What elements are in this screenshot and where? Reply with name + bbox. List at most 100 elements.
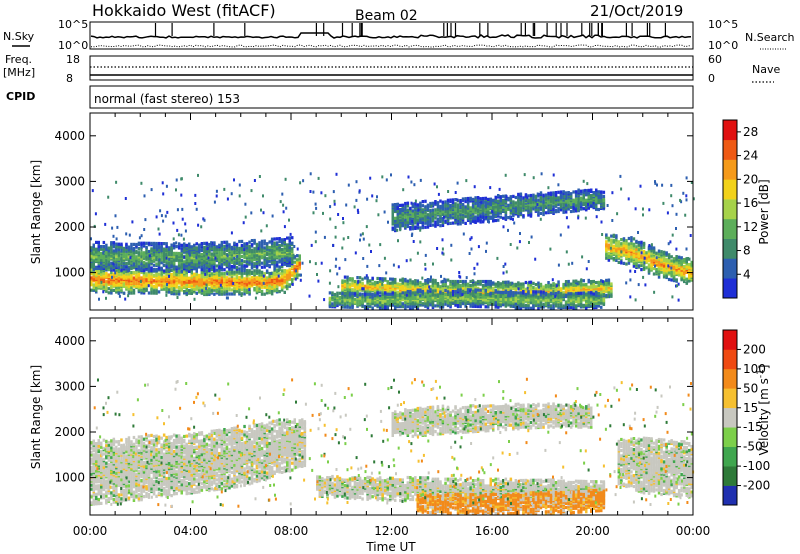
data-cell: [107, 260, 111, 264]
data-cell: [353, 297, 357, 301]
data-cell: [431, 296, 435, 300]
data-cell: [180, 277, 183, 281]
data-cell: [368, 292, 372, 296]
data-cell: [152, 241, 156, 245]
data-cell: [489, 197, 492, 201]
data-cell: [193, 258, 196, 262]
data-cell: [572, 293, 575, 297]
data-cell: [559, 294, 563, 298]
data-cell: [396, 205, 399, 209]
data-cell: [476, 300, 480, 304]
data-cell: [394, 219, 397, 223]
data-cell: [270, 282, 274, 286]
data-cell: [177, 289, 181, 293]
data-cell: [537, 290, 540, 294]
data-cell: [431, 278, 435, 282]
data-cell: [225, 276, 229, 280]
data-cell: [391, 203, 394, 207]
data-cell: [125, 242, 128, 246]
data-cell: [273, 255, 276, 259]
data-cell: [459, 291, 462, 295]
data-cell: [130, 266, 133, 270]
data-cell: [605, 282, 608, 287]
data-cell: [162, 258, 166, 262]
data-cell: [117, 250, 121, 254]
data-cell: [250, 270, 254, 274]
data-cell: [532, 292, 535, 297]
data-cell: [557, 283, 560, 287]
data-cell: [464, 279, 467, 284]
data-cell: [431, 300, 435, 304]
data-cell: [399, 292, 402, 296]
data-cell: [90, 288, 93, 292]
data-cell: [449, 282, 452, 286]
data-cell: [524, 298, 528, 302]
data-cell: [557, 280, 560, 284]
data-cell: [270, 278, 274, 282]
data-cell: [517, 295, 520, 299]
data-cell: [140, 270, 143, 274]
data-cell: [429, 201, 432, 206]
data-cell: [446, 278, 450, 282]
data-cell: [190, 263, 193, 267]
data-cell: [112, 249, 116, 253]
data-cell: [291, 236, 294, 240]
data-cell: [414, 302, 417, 306]
freq-tick-high: 18: [66, 53, 80, 66]
data-cell: [522, 290, 525, 294]
data-cell: [497, 290, 500, 294]
data-cell: [547, 298, 550, 302]
data-cell: [504, 283, 508, 287]
data-cell: [389, 292, 392, 296]
data-cell: [293, 274, 296, 278]
data-cell: [429, 285, 432, 289]
data-cell: [441, 200, 445, 204]
data-cell: [429, 299, 432, 303]
data-cell: [165, 261, 168, 265]
data-cell: [404, 303, 407, 307]
data-cell: [270, 237, 274, 241]
data-cell: [142, 287, 146, 291]
data-cell: [263, 265, 266, 269]
data-cell: [356, 276, 359, 280]
data-cell: [147, 265, 151, 269]
data-cell: [484, 288, 487, 292]
data-cell: [298, 273, 301, 277]
data-cell: [391, 219, 394, 223]
data-cell: [225, 287, 229, 291]
data-cell: [434, 293, 437, 297]
data-cell: [441, 302, 445, 306]
data-cell: [218, 253, 221, 257]
data-cell: [107, 268, 111, 272]
data-cell: [522, 282, 525, 286]
data-cell: [454, 299, 457, 303]
data-cell: [147, 273, 151, 277]
data-cell: [165, 244, 168, 248]
data-cell: [273, 263, 276, 267]
data-cell: [210, 255, 214, 259]
data-cell: [95, 286, 98, 290]
data-cell: [122, 246, 126, 250]
data-cell: [444, 288, 447, 293]
data-cell: [293, 260, 296, 264]
data-cell: [348, 277, 352, 281]
data-cell: [291, 247, 294, 251]
data-cell: [105, 280, 108, 284]
data-cell: [356, 289, 359, 293]
data-cell: [436, 287, 440, 291]
data-cell: [381, 292, 384, 296]
data-cell: [537, 295, 540, 299]
data-cell: [404, 225, 407, 229]
data-cell: [220, 240, 224, 245]
data-cell: [165, 290, 168, 294]
data-cell: [225, 270, 229, 274]
data-cell: [391, 211, 394, 215]
data-cell: [233, 277, 236, 281]
data-cell: [112, 272, 116, 276]
data-cell: [471, 197, 475, 201]
data-cell: [547, 283, 550, 287]
data-cell: [223, 272, 226, 276]
data-cell: [248, 269, 251, 273]
data-cell: [268, 246, 271, 250]
data-cell: [441, 288, 445, 292]
